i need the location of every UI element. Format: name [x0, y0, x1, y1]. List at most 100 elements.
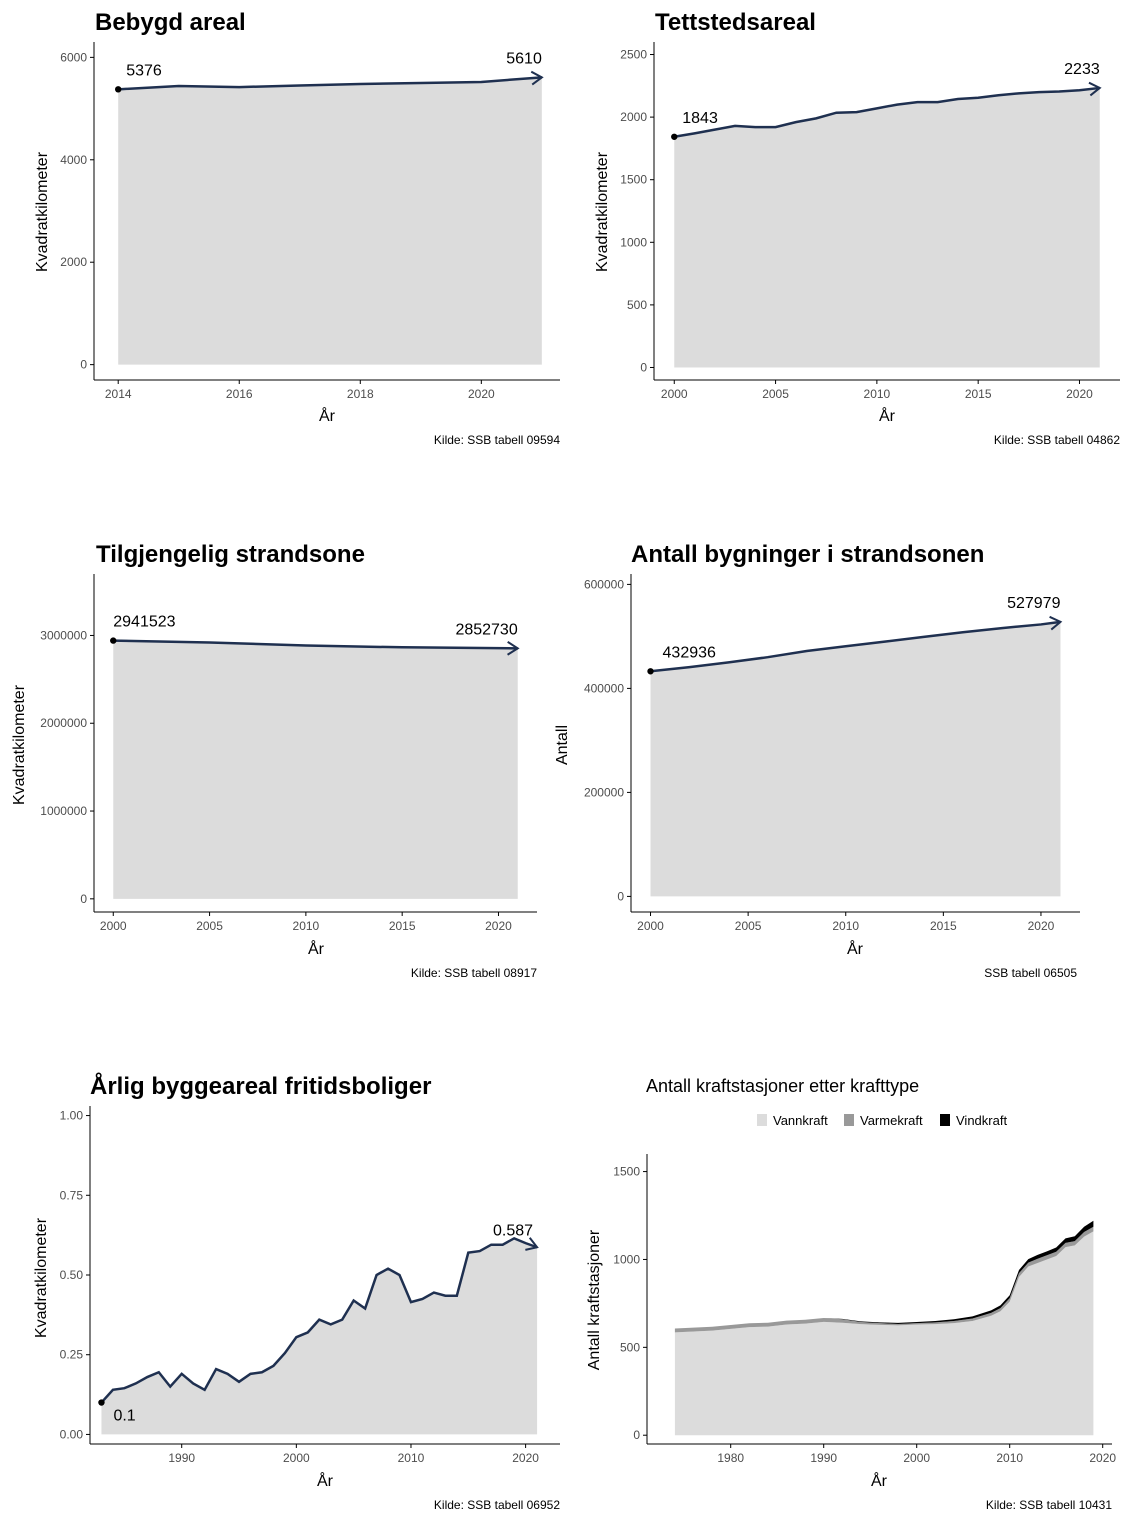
y-tick-label: 0	[617, 889, 624, 903]
chart-title: Antall bygninger i strandsonen	[631, 541, 984, 568]
y-tick-label: 0.50	[60, 1268, 84, 1282]
x-tick-label: 2005	[735, 919, 762, 933]
y-tick-label: 6000	[60, 50, 87, 64]
last-value-label: 2233	[1064, 61, 1100, 78]
area-vannkraft	[674, 1231, 1094, 1436]
source-caption: Kilde: SSB tabell 08917	[411, 966, 537, 980]
y-axis-label: Kvadratkilometer	[594, 151, 611, 272]
plot-area: 0.1 0.587 1990 2000 2010 2020 0.00 0.25 0.50 0.75…	[60, 1106, 560, 1465]
x-axis-label: År	[319, 406, 336, 425]
chart-title: Antall kraftstasjoner etter krafttype	[646, 1076, 919, 1096]
source-caption: Kilde: SSB tabell 06952	[434, 1498, 560, 1512]
panel-arlig-byggeareal: Årlig byggeareal fritidsboliger Kvadratk…	[33, 1072, 560, 1512]
area-fill	[674, 87, 1100, 368]
arrow-head	[525, 1237, 539, 1251]
y-tick-label: 0	[80, 892, 87, 906]
y-tick-label: 0.25	[60, 1348, 84, 1362]
area-fill	[650, 621, 1061, 897]
x-tick-label: 2020	[485, 919, 512, 933]
start-point	[647, 668, 654, 675]
last-value-label: 0.587	[493, 1222, 533, 1239]
series-line	[650, 620, 1061, 673]
y-tick-label: 500	[620, 1340, 640, 1354]
x-axis-label: År	[871, 1471, 888, 1490]
plot-area: 5376 5610 2014 2016 2018 2020 0 2000 4000 6000	[60, 42, 560, 401]
area-fill	[101, 1238, 538, 1435]
y-tick-label: 0.00	[60, 1427, 84, 1441]
y-tick-label: 600000	[584, 577, 624, 591]
series-line	[674, 86, 1100, 138]
panel-tettstedsareal: Tettstedsareal Kvadratkilometer År Kilde…	[594, 9, 1120, 447]
y-tick-label: 1500	[620, 173, 647, 187]
panel-tilgjengelig-strandsone: Tilgjengelig strandsone Kvadratkilometer…	[11, 541, 537, 980]
first-value-label: 0.1	[113, 1408, 135, 1425]
x-tick-label: 1990	[168, 1451, 195, 1465]
y-axis-label: Kvadratkilometer	[33, 1217, 50, 1338]
legend-swatch-vannkraft	[757, 1114, 767, 1126]
legend-swatch-vindkraft	[940, 1114, 950, 1126]
legend-label-vindkraft: Vindkraft	[956, 1113, 1007, 1128]
chart-title: Tettstedsareal	[655, 9, 816, 36]
y-tick-label: 2000	[620, 110, 647, 124]
x-tick-label: 2010	[996, 1451, 1023, 1465]
y-tick-label: 0	[633, 1428, 640, 1442]
panel-antall-bygninger: Antall bygninger i strandsonen Antall År…	[554, 541, 1077, 980]
legend-label-varmekraft: Varmekraft	[860, 1113, 923, 1128]
x-tick-label: 2015	[965, 387, 992, 401]
arrow-head	[1088, 81, 1102, 97]
y-tick-label: 0	[80, 358, 87, 372]
start-point	[110, 637, 117, 644]
y-tick-label: 400000	[584, 681, 624, 695]
x-tick-label: 2014	[105, 387, 132, 401]
panel-kraftstasjoner: Antall kraftstasjoner etter krafttype An…	[586, 1076, 1112, 1512]
legend-swatch-varmekraft	[844, 1114, 854, 1126]
first-value-label: 432936	[663, 644, 716, 661]
x-axis-label: År	[308, 939, 325, 958]
x-tick-label: 2016	[226, 387, 253, 401]
area-fill	[113, 640, 518, 899]
legend: Vannkraft Varmekraft Vindkraft	[757, 1113, 1007, 1128]
x-tick-label: 2000	[283, 1451, 310, 1465]
x-tick-label: 1980	[717, 1451, 744, 1465]
x-tick-label: 2000	[100, 919, 127, 933]
y-tick-label: 3000000	[40, 628, 87, 642]
x-tick-label: 2010	[293, 919, 320, 933]
y-tick-label: 500	[627, 298, 647, 312]
chart-title: Bebygd areal	[95, 9, 246, 36]
y-tick-label: 4000	[60, 153, 87, 167]
arrow-head	[507, 641, 520, 656]
x-axis-label: År	[879, 406, 896, 425]
x-tick-label: 2020	[1089, 1451, 1116, 1465]
x-tick-label: 1990	[810, 1451, 837, 1465]
x-axis-label: År	[317, 1471, 334, 1490]
start-point	[115, 86, 122, 93]
x-tick-label: 2018	[347, 387, 374, 401]
area-fill	[118, 77, 542, 365]
source-caption: Kilde: SSB tabell 09594	[434, 433, 560, 447]
first-value-label: 2941523	[113, 614, 175, 631]
y-tick-label: 2500	[620, 48, 647, 62]
y-axis-label: Antall kraftstasjoner	[586, 1229, 603, 1370]
y-tick-label: 0.75	[60, 1188, 84, 1202]
x-tick-label: 2005	[196, 919, 223, 933]
series-line	[100, 1236, 538, 1404]
x-tick-label: 2020	[1028, 919, 1055, 933]
x-tick-label: 2010	[864, 387, 891, 401]
plot-area: 1980 1990 2000 2010 2020 0 500 1000 1500	[613, 1154, 1116, 1465]
x-tick-label: 2000	[637, 919, 664, 933]
plot-area: 1843 2233 2000 2005 2010 2015 2020 0 500 1000 1500…	[620, 42, 1120, 401]
start-point	[98, 1399, 105, 1406]
last-value-label: 527979	[1007, 595, 1060, 612]
y-tick-label: 200000	[584, 785, 624, 799]
x-tick-label: 2000	[903, 1451, 930, 1465]
y-tick-label: 1000	[613, 1252, 640, 1266]
y-tick-label: 2000000	[40, 716, 87, 730]
y-tick-label: 1000000	[40, 804, 87, 818]
x-tick-label: 2015	[389, 919, 416, 933]
x-axis-label: År	[847, 939, 864, 958]
y-axis-label: Kvadratkilometer	[34, 151, 51, 272]
x-tick-label: 2010	[832, 919, 859, 933]
y-tick-label: 1.00	[60, 1109, 84, 1123]
last-value-label: 2852730	[455, 621, 517, 638]
start-point	[671, 133, 678, 140]
